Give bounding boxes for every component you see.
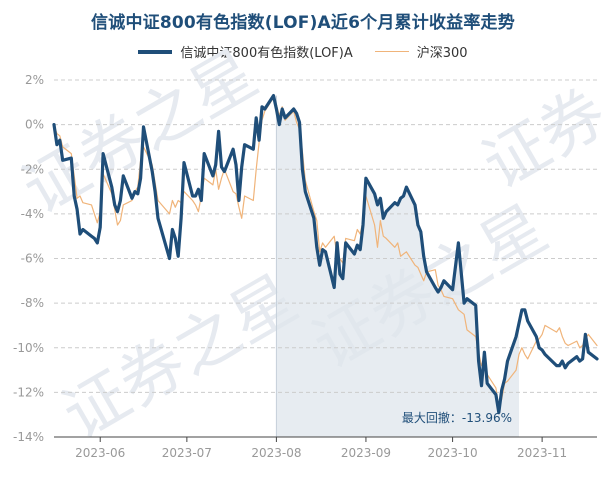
x-tick-label: 2023-09 bbox=[341, 446, 391, 460]
legend-label-index: 沪深300 bbox=[416, 46, 468, 61]
y-tick-label: -8% bbox=[21, 296, 44, 310]
y-tick-label: -14% bbox=[13, 430, 44, 444]
legend-label-fund: 信诚中证800有色指数(LOF)A bbox=[180, 46, 353, 61]
svg-text:证券之星: 证券之星 bbox=[11, 37, 270, 229]
x-tick-label: 2023-06 bbox=[75, 446, 125, 460]
legend-item-fund[interactable]: 信诚中证800有色指数(LOF)A bbox=[138, 42, 353, 61]
y-tick-label: -6% bbox=[21, 252, 44, 266]
legend-item-index[interactable]: 沪深300 bbox=[374, 42, 468, 61]
drawdown-shade bbox=[276, 109, 520, 437]
y-tick-label: -2% bbox=[21, 162, 44, 176]
x-tick-label: 2023-07 bbox=[162, 446, 212, 460]
chart-title: 信诚中证800有色指数(LOF)A近6个月累计收益率走势 bbox=[91, 13, 515, 33]
svg-text:证券: 证券 bbox=[471, 76, 606, 204]
x-tick-label: 2023-11 bbox=[517, 446, 567, 460]
y-tick-label: 0% bbox=[25, 118, 44, 132]
y-tick-label: 2% bbox=[25, 73, 44, 87]
y-tick-label: -10% bbox=[13, 341, 44, 355]
legend-swatch-index bbox=[374, 51, 409, 52]
legend-swatch-fund bbox=[138, 49, 173, 54]
x-tick-label: 2023-08 bbox=[251, 446, 301, 460]
chart-legend: 信诚中证800有色指数(LOF)A 沪深300 bbox=[0, 42, 606, 61]
max-drawdown-annotation: 最大回撤：-13.96% bbox=[402, 410, 512, 425]
y-tick-label: -4% bbox=[21, 207, 44, 221]
series-line-fund bbox=[52, 94, 599, 415]
svg-text:证券之星: 证券之星 bbox=[51, 262, 310, 454]
x-tick-label: 2023-10 bbox=[428, 446, 478, 460]
y-tick-label: -12% bbox=[13, 385, 44, 399]
